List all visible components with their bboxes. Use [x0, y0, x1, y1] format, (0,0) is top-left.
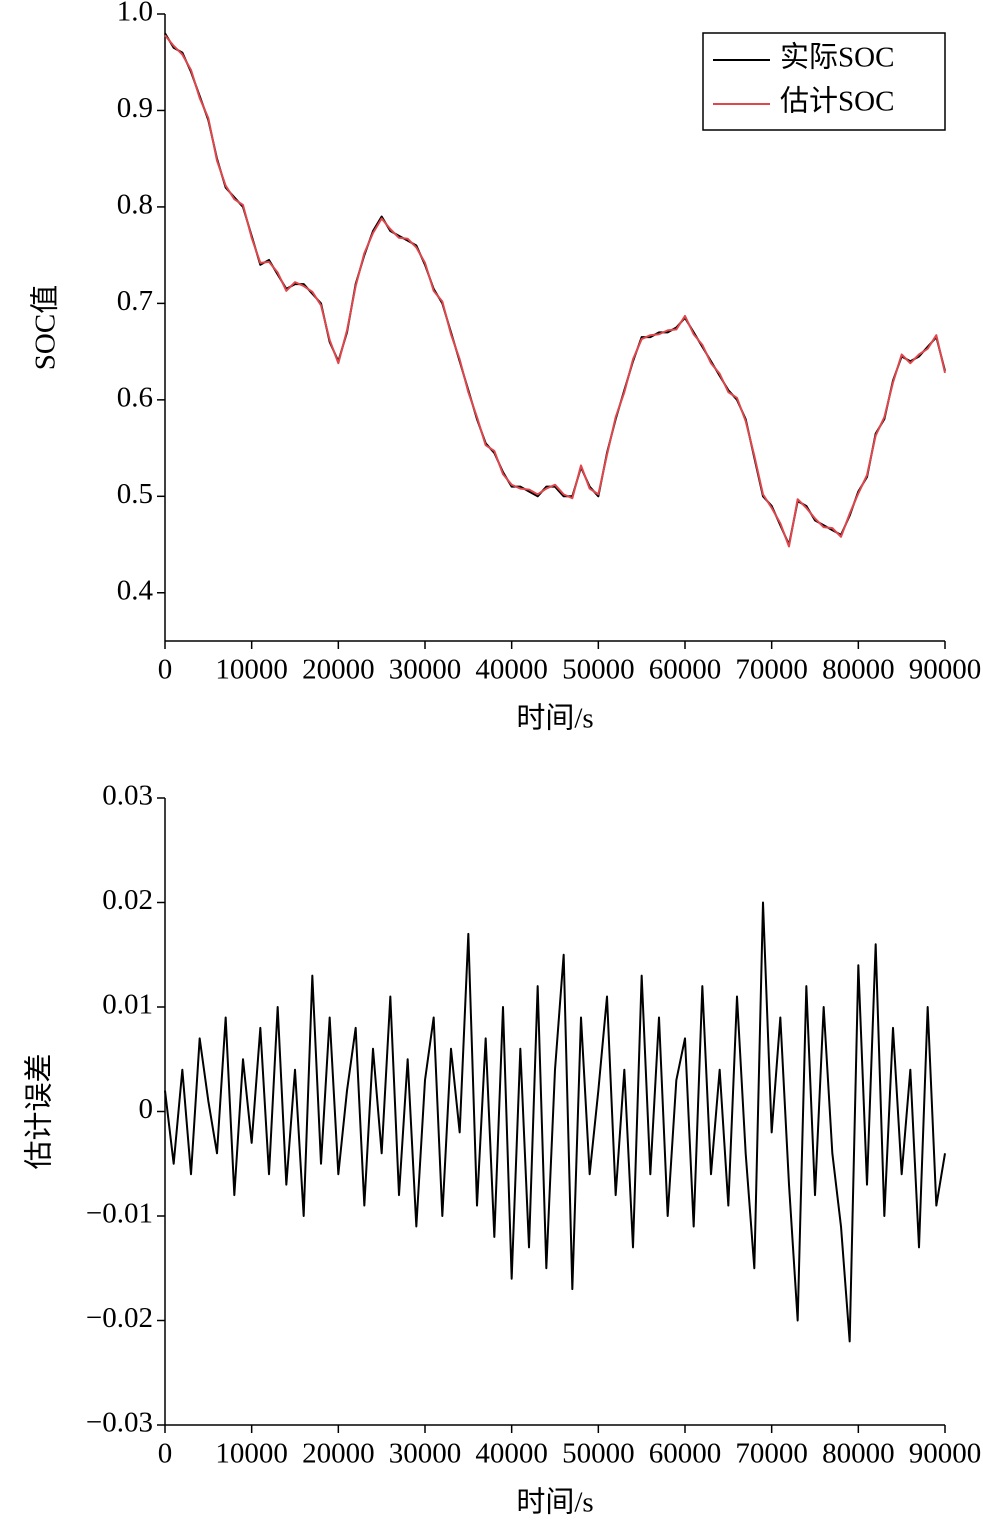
y-tick-label: 0.4	[117, 574, 154, 606]
y-tick-label: 1.0	[117, 0, 153, 28]
x-tick-label: 70000	[735, 1438, 808, 1470]
y-tick-label: 0.9	[117, 92, 153, 124]
x-tick-label: 80000	[822, 654, 895, 686]
legend-box	[702, 32, 946, 131]
y-tick-label: −0.01	[86, 1198, 153, 1230]
x-tick-label: 50000	[562, 1438, 635, 1470]
y-tick-label: 0.7	[117, 285, 153, 317]
x-tick-label: 60000	[649, 654, 722, 686]
y-tick-label: 0.6	[117, 382, 153, 414]
x-tick-label: 60000	[649, 1438, 722, 1470]
x-tick-label: 50000	[562, 654, 635, 686]
legend-label: 估计SOC	[780, 85, 894, 118]
y-tick-label: −0.03	[86, 1407, 153, 1439]
y-tick-label: 0.03	[102, 780, 153, 812]
x-tick-label: 20000	[302, 1438, 375, 1470]
y-tick-label: −0.02	[86, 1302, 153, 1334]
y-axis-title: 估计误差	[23, 1053, 56, 1169]
x-tick-label: 90000	[909, 654, 982, 686]
x-axis-title: 时间/s	[516, 1486, 593, 1519]
legend-label: 实际SOC	[780, 41, 894, 74]
x-tick-label: 30000	[389, 1438, 462, 1470]
x-tick-label: 70000	[735, 654, 808, 686]
y-tick-label: 0	[139, 1093, 154, 1125]
x-tick-label: 90000	[909, 1438, 982, 1470]
x-tick-label: 80000	[822, 1438, 895, 1470]
y-tick-label: 0.5	[117, 478, 153, 510]
x-tick-label: 0	[158, 654, 173, 686]
y-axis-title: SOC值	[29, 285, 62, 370]
series-line	[164, 34, 946, 548]
y-tick-label: 0.02	[102, 884, 153, 916]
error-line	[164, 901, 946, 1343]
y-tick-label: 0.01	[102, 989, 153, 1021]
x-tick-label: 40000	[475, 654, 548, 686]
x-tick-label: 0	[158, 1438, 173, 1470]
x-tick-label: 10000	[215, 1438, 288, 1470]
x-tick-label: 20000	[302, 654, 375, 686]
series-line	[164, 32, 946, 546]
x-tick-label: 40000	[475, 1438, 548, 1470]
x-tick-label: 10000	[215, 654, 288, 686]
x-axis-title: 时间/s	[516, 702, 593, 735]
x-tick-label: 30000	[389, 654, 462, 686]
y-tick-label: 0.8	[117, 189, 153, 221]
